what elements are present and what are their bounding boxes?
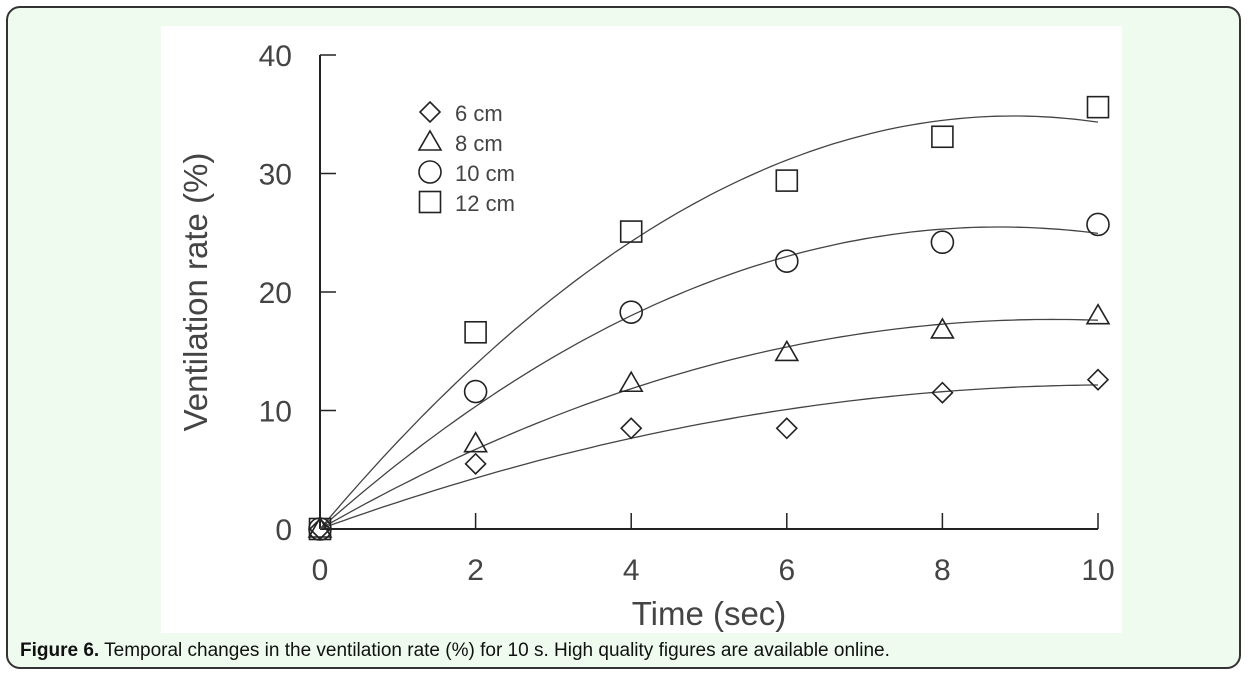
- legend-marker-square: [418, 190, 442, 214]
- data-point-diamond: [775, 417, 798, 440]
- x-tick-label: 4: [623, 554, 640, 587]
- caption-label: Figure 6.: [20, 640, 100, 661]
- x-tick-label: 6: [778, 554, 795, 587]
- plot-panel: 0 10 20 30 40 0 2 4 6 8 10 Time (sec) Ventilation ra…: [161, 26, 1122, 633]
- data-point-circle: [463, 379, 488, 404]
- data-point-triangle: [774, 339, 800, 362]
- figure-caption: Figure 6. Temporal changes in the ventil…: [20, 640, 1240, 662]
- data-point-square: [619, 220, 643, 243]
- y-tick-label: 30: [259, 159, 292, 192]
- y-tick-label: 0: [275, 514, 292, 547]
- legend-label: 6 cm: [455, 101, 503, 126]
- data-point-circle: [930, 230, 955, 255]
- data-point-square: [775, 169, 799, 192]
- x-tick-label: 8: [934, 554, 951, 587]
- y-tick-label: 20: [259, 277, 292, 310]
- data-point-triangle: [463, 431, 488, 453]
- data-point-triangle: [618, 370, 644, 393]
- data-point-square: [1086, 95, 1110, 119]
- x-axis-label: Time (sec): [632, 595, 787, 632]
- data-point-square: [464, 320, 487, 344]
- legend-marker-diamond: [418, 100, 442, 124]
- legend-label: 10 cm: [455, 161, 515, 186]
- data-point-triangle: [930, 317, 955, 339]
- fit-curve-4: [319, 115, 1099, 530]
- x-tick-label: 0: [312, 554, 329, 587]
- x-tick-label: 2: [467, 554, 484, 587]
- data-point-square: [308, 517, 332, 541]
- data-point-circle: [774, 249, 799, 273]
- x-tick-label: 10: [1081, 554, 1114, 587]
- caption-text: Temporal changes in the ventilation rate…: [99, 640, 890, 661]
- data-point-square: [931, 125, 954, 149]
- legend-label: 8 cm: [455, 131, 503, 156]
- y-axis-label: Ventilation rate (%): [177, 153, 214, 432]
- data-point-circle: [1086, 212, 1110, 237]
- y-tick-label: 40: [259, 40, 292, 73]
- legend-marker-circle: [418, 160, 442, 184]
- fit-curve-3: [319, 226, 1099, 530]
- figure-frame: 0 10 20 30 40 0 2 4 6 8 10 Time (sec) Ventilation ra…: [6, 6, 1241, 669]
- data-point-triangle: [1085, 303, 1111, 325]
- y-tick-label: 10: [259, 396, 292, 429]
- data-point-triangle: [307, 516, 333, 538]
- data-point-diamond: [931, 381, 954, 404]
- data-point-diamond: [1086, 368, 1110, 391]
- legend-marker-triangle: [417, 129, 443, 151]
- data-point-circle: [619, 300, 644, 324]
- data-point-diamond: [620, 417, 643, 440]
- fit-curve-1: [319, 384, 1098, 530]
- fit-curve-2: [319, 318, 1099, 530]
- chart: 0 10 20 30 40 0 2 4 6 8 10 Time (sec) Ventilation ra…: [177, 40, 1115, 632]
- legend-label: 12 cm: [455, 191, 515, 216]
- data-point-diamond: [464, 452, 487, 475]
